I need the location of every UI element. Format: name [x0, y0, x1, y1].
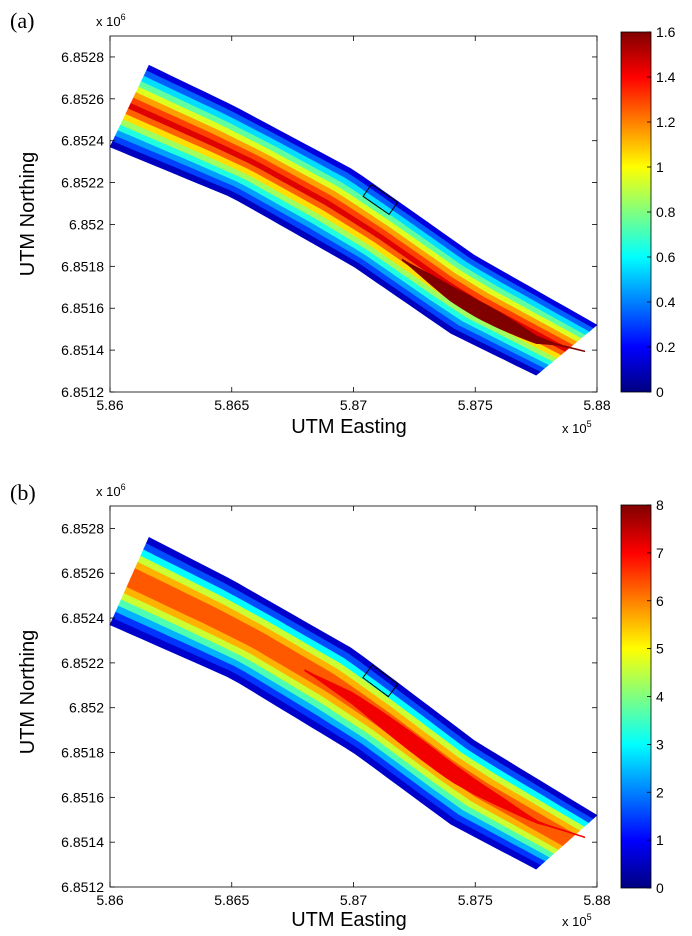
- panel-a-x-axis-label: UTM Easting: [291, 416, 407, 438]
- panel-a-y-tick-label: 6.8524: [61, 133, 104, 149]
- panel-a-y-tick-label: 6.8514: [61, 342, 104, 358]
- panel-a-y-axis-label: UTM Northing: [17, 152, 39, 276]
- panel-b-y-tick-label: 6.8528: [61, 520, 104, 536]
- panel-b-y-tick-label: 6.8518: [61, 745, 104, 761]
- panel-a-y-tick-label: 6.8516: [61, 300, 104, 316]
- panel-a-x-tick-label: 5.88: [583, 397, 610, 413]
- panel-a-colorbar-scale: [620, 31, 652, 393]
- panel-b-colorbar-tick-label: 6: [656, 593, 664, 609]
- panel-b-x-exponent: 5: [587, 912, 592, 922]
- panel-b-x-multiplier: x 105: [562, 912, 592, 929]
- panel-a-y-tick-label: 6.852: [69, 216, 104, 232]
- panel-a-colorbar-tick-label: 1: [656, 159, 664, 175]
- panel-b-colorbar-tick-label: 3: [656, 736, 664, 752]
- panel-b-y-exponent: 6: [121, 482, 126, 492]
- panel-b-x-tick-label: 5.865: [214, 892, 249, 908]
- panel-b-colorbar-tick-label: 5: [656, 641, 664, 657]
- panel-b-y-tick-label: 6.8526: [61, 565, 104, 581]
- panel-b-x-tick-label: 5.87: [340, 892, 367, 908]
- panel-b-colorbar-tick-label: 4: [656, 689, 664, 705]
- panel-a: (a) x 106 5.86 5.865 5.87 5.875 5.88 6.8512 6.…: [10, 8, 676, 438]
- panel-a-colorbar-tick-label: 0.6: [656, 249, 676, 265]
- panel-b-y-tick-label: 6.8512: [61, 879, 104, 895]
- panel-b-colorbar-tick-label: 0: [656, 880, 664, 896]
- panel-b-colorbar-tick-label: 8: [656, 497, 664, 513]
- panel-a-x-tick-label: 5.875: [458, 397, 493, 413]
- panel-a-x-exponent: 5: [587, 419, 592, 429]
- panel-b-core-band: [304, 668, 586, 839]
- panel-b-plot-area: [109, 536, 598, 870]
- panel-b-band-14: [109, 618, 542, 870]
- panel-b-y-tick-label: 6.8516: [61, 789, 104, 805]
- panel-b-y-tick-label: 6.8522: [61, 655, 104, 671]
- panel-a-y-tick-label: 6.8528: [61, 49, 104, 65]
- panel-a-plot-area: [109, 64, 598, 376]
- panel-b-y-axis-label: UTM Northing: [17, 630, 39, 754]
- panel-b-y-multiplier: x 106: [96, 482, 126, 499]
- panel-a-colorbar-tick-label: 0: [656, 384, 664, 400]
- panel-a-x-multiplier: x 105: [562, 419, 592, 436]
- panel-a-band-15: [109, 141, 541, 376]
- panel-b-x-tick-label: 5.86: [96, 892, 123, 908]
- panel-a-y-tick-label: 6.8518: [61, 258, 104, 274]
- panel-a-colorbar-tick-label: 0.2: [656, 339, 676, 355]
- panel-a-colorbar-tick-label: 1.2: [656, 114, 676, 130]
- panel-b-y-tick-label: 6.8524: [61, 610, 104, 626]
- panel-a-y-tick-label: 6.8522: [61, 175, 104, 191]
- panel-a-x-tick-label: 5.87: [340, 397, 367, 413]
- panel-b-x-tick-label: 5.875: [458, 892, 493, 908]
- panel-a-axes: 5.86 5.865 5.87 5.875 5.88 6.8512 6.8514 6.8516…: [61, 35, 611, 413]
- panel-b: (b) x 106 5.86 5.865 5.87 5.875 5.88 6.8512 6.…: [10, 480, 664, 931]
- panel-a-core-band: [401, 258, 586, 353]
- panel-a-y-exponent: 6: [121, 12, 126, 22]
- panel-b-colorbar-scale: [620, 504, 652, 889]
- panel-b-axes: 5.86 5.865 5.87 5.875 5.88 6.8512 6.8514 6.8516…: [61, 505, 611, 908]
- panel-b-colorbar-tick-label: 1: [656, 832, 664, 848]
- panel-b-colorbar: 0 1 2 3 4 5 6 7 8: [620, 497, 664, 896]
- panel-a-colorbar-tick-label: 1.4: [656, 69, 676, 85]
- panel-b-x-axis-label: UTM Easting: [291, 909, 407, 931]
- panel-a-label: (a): [10, 8, 34, 33]
- panel-a-colorbar-tick-label: 0.4: [656, 294, 676, 310]
- panel-b-colorbar-tick-label: 2: [656, 784, 664, 800]
- panel-a-colorbar-tick-label: 1.6: [656, 24, 676, 40]
- panel-b-y-tick-label: 6.8514: [61, 834, 104, 850]
- panel-a-colorbar-tick-label: 0.8: [656, 204, 676, 220]
- panel-a-marker-rectangle: [362, 183, 399, 216]
- panel-a-y-tick-label: 6.8512: [61, 384, 104, 400]
- panel-a-x-tick-label: 5.865: [214, 397, 249, 413]
- panel-b-y-tick-label: 6.852: [69, 700, 104, 716]
- panel-b-label: (b): [10, 480, 36, 505]
- panel-a-y-tick-label: 6.8526: [61, 91, 104, 107]
- panel-a-y-multiplier: x 106: [96, 12, 126, 29]
- panel-b-x-tick-label: 5.88: [583, 892, 610, 908]
- panel-a-colorbar: 0 0.2 0.4 0.6 0.8 1 1.2 1.4 1.6: [620, 24, 676, 400]
- panel-b-colorbar-tick-label: 7: [656, 545, 664, 561]
- panel-b-marker-rectangle: [362, 664, 399, 698]
- panel-a-x-tick-label: 5.86: [96, 397, 123, 413]
